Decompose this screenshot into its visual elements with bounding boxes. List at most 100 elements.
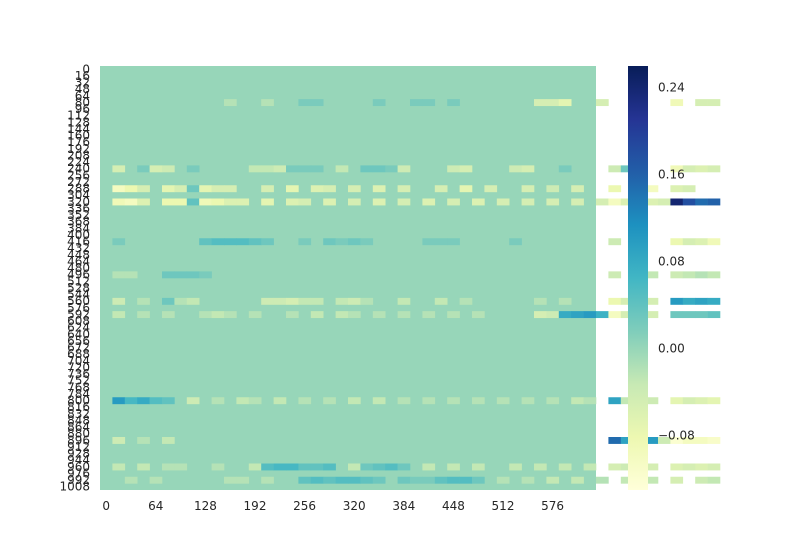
- heatmap-cell: [199, 238, 212, 246]
- heatmap-cell: [199, 185, 212, 193]
- heatmap-cell: [583, 463, 597, 471]
- heatmap-cell: [224, 198, 237, 206]
- heatmap-cell: [137, 165, 150, 173]
- heatmap-cell: [459, 476, 473, 484]
- heatmap-cell: [149, 397, 163, 405]
- heatmap-cell: [397, 311, 411, 319]
- heatmap-cell: [112, 238, 126, 246]
- heatmap-cell: [707, 165, 721, 173]
- heatmap-cell: [496, 397, 510, 405]
- y-tick-label: 208: [67, 148, 90, 162]
- heatmap-cell: [707, 271, 721, 279]
- heatmap-cell: [174, 297, 188, 305]
- heatmap-cell: [211, 463, 225, 471]
- heatmap-cell: [162, 463, 175, 471]
- x-tick-label: 0: [102, 499, 110, 513]
- y-tick-label: 544: [67, 288, 90, 302]
- heatmap-cell: [372, 185, 386, 193]
- y-tick-label: 528: [67, 281, 90, 295]
- heatmap-cell: [571, 185, 584, 193]
- x-tick-label: 576: [541, 499, 564, 513]
- heatmap-cell: [620, 437, 634, 444]
- heatmap-cell: [620, 165, 634, 173]
- heatmap-cell: [534, 463, 547, 471]
- heatmap-cell: [323, 198, 336, 206]
- heatmap-cell: [298, 297, 312, 305]
- heatmap-cell: [323, 397, 336, 405]
- y-tick-label: 688: [67, 347, 90, 361]
- heatmap-cell: [124, 476, 138, 484]
- heatmap-cell: [447, 311, 460, 319]
- heatmap-cell: [447, 99, 460, 107]
- y-tick-label: 432: [67, 241, 90, 255]
- heatmap-cell: [472, 311, 485, 319]
- heatmap-cell: [670, 311, 684, 319]
- heatmap-cell: [422, 99, 436, 107]
- y-tick-label: 320: [67, 195, 90, 209]
- y-tick-label: 496: [67, 268, 90, 282]
- heatmap-cell: [558, 165, 572, 173]
- y-tick-label: 1008: [59, 480, 90, 494]
- heatmap-cell: [434, 476, 448, 484]
- heatmap-cell: [546, 185, 560, 193]
- y-tick-label: 144: [67, 122, 90, 136]
- heatmap-cell: [447, 463, 460, 471]
- heatmap-cell: [236, 476, 250, 484]
- colorbar-tick-label: 0.16: [658, 168, 685, 182]
- x-axis: 0 64 128 192 256 320 384 448 512 576: [102, 499, 564, 513]
- y-tick-label: 704: [67, 354, 90, 368]
- y-tick-label: 48: [75, 82, 90, 96]
- heatmap-cell: [682, 185, 696, 193]
- heatmap-cell: [112, 297, 126, 305]
- heatmap-cell: [372, 397, 386, 405]
- heatmap-cell: [124, 271, 138, 279]
- heatmap-cell: [459, 165, 473, 173]
- heatmap-cell: [620, 311, 634, 319]
- heatmap-cell: [273, 297, 287, 305]
- heatmap-cell: [323, 463, 336, 471]
- heatmap-cell: [261, 238, 274, 246]
- heatmap-cell: [224, 185, 237, 193]
- heatmap-cell: [186, 185, 200, 193]
- heatmap-cell: [682, 165, 696, 173]
- heatmap-cell: [186, 271, 200, 279]
- heatmap-cell: [348, 238, 361, 246]
- heatmap-cell: [670, 238, 684, 246]
- heatmap-cell: [422, 238, 436, 246]
- heatmap-cell: [236, 198, 250, 206]
- heatmap-cell: [682, 297, 696, 305]
- heatmap-cell: [112, 311, 126, 319]
- heatmap-cell: [211, 311, 225, 319]
- heatmap-cell: [682, 437, 696, 444]
- heatmap-cell: [620, 397, 634, 405]
- heatmap-cells: [100, 66, 721, 490]
- y-tick-label: 832: [67, 407, 90, 421]
- heatmap-cell: [162, 437, 175, 444]
- heatmap-cell: [261, 297, 274, 305]
- heatmap-cell: [112, 271, 126, 279]
- heatmap-cell: [298, 476, 312, 484]
- heatmap-cell: [472, 198, 485, 206]
- heatmap-cell: [124, 397, 138, 405]
- heatmap-cell: [670, 165, 684, 173]
- heatmap-cell: [707, 397, 721, 405]
- y-tick-label: 448: [67, 248, 90, 262]
- heatmap-cell: [695, 463, 708, 471]
- heatmap-cell: [422, 198, 436, 206]
- heatmap-cell: [608, 297, 622, 305]
- y-tick-label: 160: [67, 129, 90, 143]
- heatmap-cell: [298, 238, 312, 246]
- heatmap-cell: [670, 476, 684, 484]
- heatmap-cell: [558, 297, 572, 305]
- y-tick-label: 816: [67, 400, 90, 414]
- heatmap-cell: [335, 297, 349, 305]
- heatmap-cell: [558, 99, 572, 107]
- heatmap-cell: [583, 311, 597, 319]
- y-tick-label: 352: [67, 208, 90, 222]
- heatmap-cell: [397, 297, 411, 305]
- x-tick-label: 256: [293, 499, 316, 513]
- heatmap-cell: [248, 463, 262, 471]
- heatmap-cell: [360, 165, 374, 173]
- heatmap-cell: [348, 198, 361, 206]
